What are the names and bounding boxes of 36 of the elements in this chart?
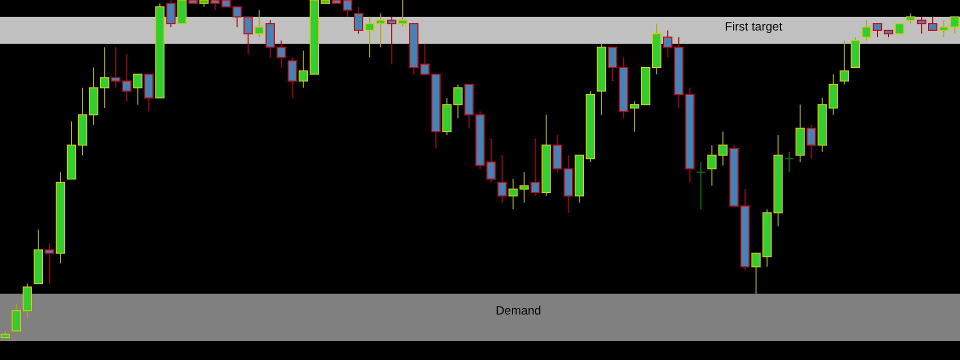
candlestick	[398, 0, 408, 28]
band-label: First target	[724, 19, 783, 34]
candlestick	[696, 162, 706, 210]
candlestick	[784, 151, 794, 173]
candlestick	[751, 252, 761, 294]
candlestick	[718, 131, 728, 166]
candlestick	[254, 10, 264, 38]
candlestick	[806, 124, 816, 160]
candlestick	[44, 242, 54, 284]
candlestick	[453, 84, 463, 119]
candlestick	[288, 56, 297, 98]
candlestick	[232, 6, 242, 28]
candlestick	[364, 16, 374, 58]
candlestick	[497, 154, 507, 204]
candlestick	[630, 100, 640, 132]
candlestick	[177, 0, 187, 24]
candlestick	[486, 138, 496, 183]
candlestick	[862, 20, 872, 42]
candlestick	[244, 16, 253, 55]
candlestick	[144, 74, 154, 112]
candlestick	[354, 6, 364, 34]
candlestick	[133, 74, 142, 106]
candlestick	[387, 16, 396, 65]
candlestick	[210, 0, 220, 11]
candlestick	[707, 144, 716, 186]
candlestick	[166, 0, 176, 28]
band-label: Demand	[496, 303, 542, 318]
candlestick	[342, 0, 352, 18]
candlestick	[872, 23, 882, 38]
candlestick	[530, 138, 540, 196]
candlestick	[840, 40, 849, 85]
candlestick	[906, 13, 916, 24]
candlestick	[100, 46, 110, 109]
candlestick	[608, 46, 618, 82]
candlestick	[894, 23, 904, 34]
candlestick	[376, 13, 386, 48]
